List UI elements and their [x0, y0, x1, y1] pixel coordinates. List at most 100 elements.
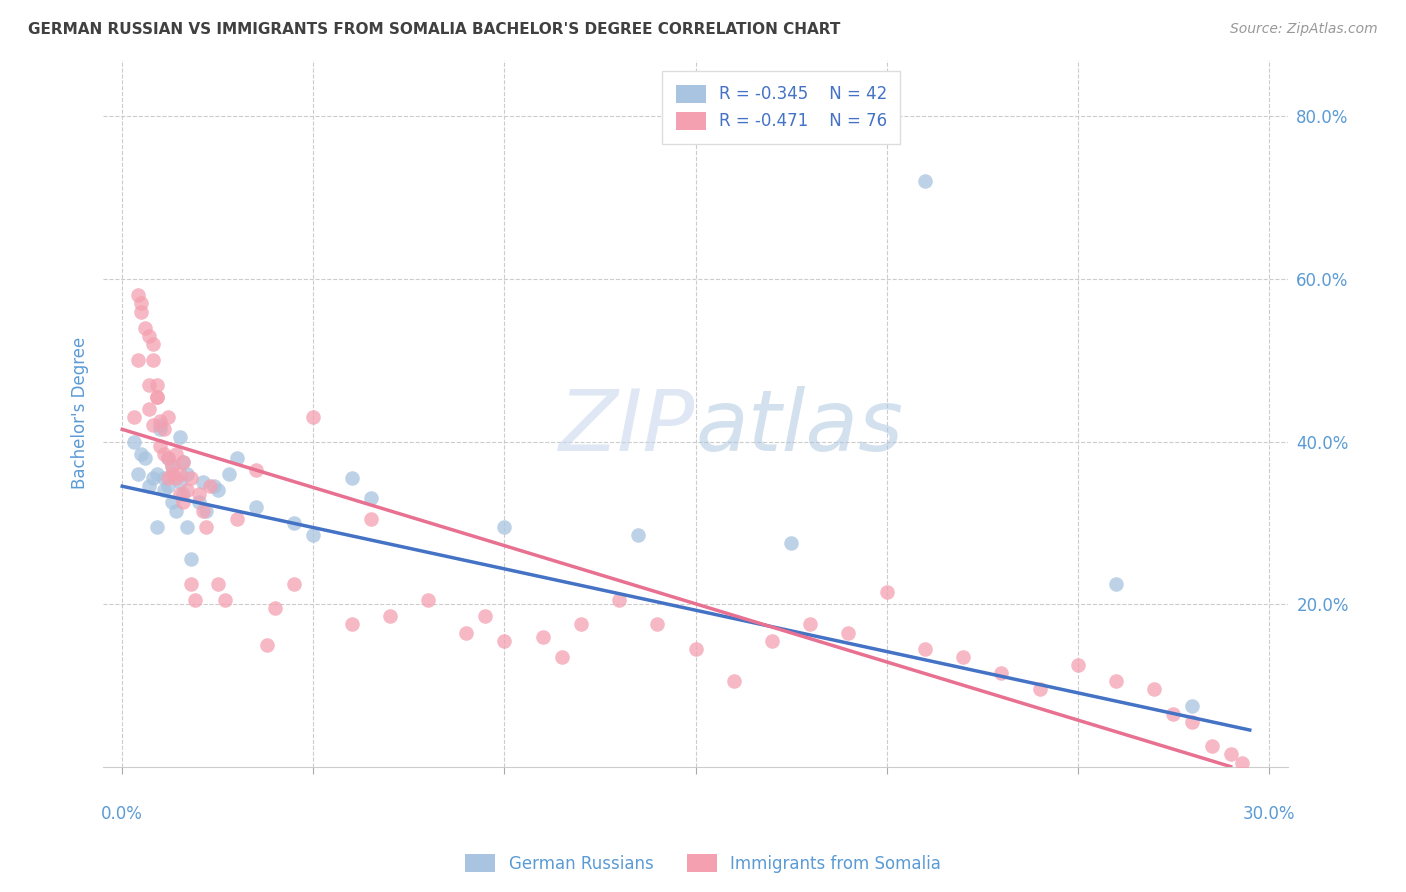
Text: ZIP: ZIP [560, 385, 696, 468]
Point [340, 471, 363, 485]
Point [1105, 674, 1128, 689]
Point [160, 467, 183, 481]
Point [187, 495, 209, 509]
Y-axis label: Bachelor's Degree: Bachelor's Degree [72, 337, 89, 489]
Point [723, 674, 745, 689]
Point [340, 617, 363, 632]
Text: Source: ZipAtlas.com: Source: ZipAtlas.com [1230, 22, 1378, 37]
Point [647, 617, 669, 632]
Point [142, 353, 165, 368]
Point [195, 503, 218, 517]
Point [198, 479, 221, 493]
Point [1105, 576, 1128, 591]
Point [876, 585, 898, 599]
Point [685, 641, 707, 656]
Point [122, 434, 145, 449]
Point [149, 422, 172, 436]
Point [145, 520, 167, 534]
Point [127, 353, 149, 368]
Point [180, 471, 202, 485]
Point [202, 479, 225, 493]
Point [256, 638, 278, 652]
Point [142, 337, 165, 351]
Point [218, 467, 240, 481]
Legend: German Russians, Immigrants from Somalia: German Russians, Immigrants from Somalia [458, 847, 948, 880]
Point [172, 487, 194, 501]
Text: atlas: atlas [696, 385, 904, 468]
Point [1201, 739, 1223, 754]
Point [153, 447, 176, 461]
Point [225, 512, 247, 526]
Point [207, 576, 229, 591]
Point [153, 471, 176, 485]
Point [138, 329, 160, 343]
Point [607, 593, 630, 607]
Point [914, 174, 936, 188]
Point [153, 483, 176, 498]
Point [180, 552, 202, 566]
Point [780, 536, 803, 550]
Point [551, 649, 574, 664]
Point [914, 641, 936, 656]
Point [416, 593, 439, 607]
Point [172, 455, 194, 469]
Point [195, 520, 218, 534]
Point [157, 450, 180, 465]
Point [142, 418, 165, 433]
Point [172, 495, 194, 509]
Point [138, 402, 160, 417]
Point [302, 528, 325, 542]
Point [531, 630, 554, 644]
Legend: R = -0.345    N = 42, R = -0.471    N = 76: R = -0.345 N = 42, R = -0.471 N = 76 [662, 71, 900, 144]
Point [160, 458, 183, 473]
Point [145, 377, 167, 392]
Point [127, 467, 149, 481]
Point [149, 439, 172, 453]
Point [360, 491, 382, 506]
Point [283, 516, 305, 530]
Point [1219, 747, 1241, 762]
Point [165, 447, 187, 461]
Point [1181, 714, 1204, 729]
Point [157, 410, 180, 425]
Point [191, 503, 214, 517]
Point [180, 576, 202, 591]
Point [153, 422, 176, 436]
Text: 30.0%: 30.0% [1243, 805, 1295, 823]
Point [134, 450, 156, 465]
Point [157, 479, 180, 493]
Point [569, 617, 592, 632]
Point [952, 649, 974, 664]
Point [145, 467, 167, 481]
Point [149, 418, 172, 433]
Point [160, 495, 183, 509]
Point [207, 483, 229, 498]
Point [302, 410, 325, 425]
Point [149, 414, 172, 428]
Point [837, 625, 859, 640]
Point [127, 288, 149, 302]
Point [1181, 698, 1204, 713]
Point [157, 471, 180, 485]
Point [145, 390, 167, 404]
Point [176, 467, 198, 481]
Text: 0.0%: 0.0% [101, 805, 143, 823]
Point [283, 576, 305, 591]
Point [176, 483, 198, 498]
Point [131, 304, 153, 318]
Point [145, 390, 167, 404]
Point [1143, 682, 1166, 697]
Text: GERMAN RUSSIAN VS IMMIGRANTS FROM SOMALIA BACHELOR'S DEGREE CORRELATION CHART: GERMAN RUSSIAN VS IMMIGRANTS FROM SOMALI… [28, 22, 841, 37]
Point [494, 633, 516, 648]
Point [214, 593, 236, 607]
Point [169, 467, 191, 481]
Point [134, 320, 156, 334]
Point [131, 296, 153, 310]
Point [990, 666, 1012, 681]
Point [378, 609, 401, 624]
Point [245, 500, 267, 514]
Point [169, 475, 191, 490]
Point [172, 455, 194, 469]
Point [360, 512, 382, 526]
Point [1028, 682, 1050, 697]
